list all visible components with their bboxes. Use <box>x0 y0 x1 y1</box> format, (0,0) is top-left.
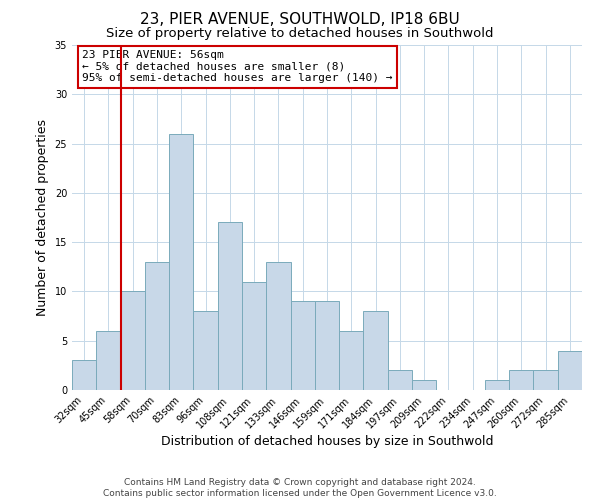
Bar <box>388 370 412 390</box>
Bar <box>145 262 169 390</box>
Text: Size of property relative to detached houses in Southwold: Size of property relative to detached ho… <box>106 28 494 40</box>
X-axis label: Distribution of detached houses by size in Southwold: Distribution of detached houses by size … <box>161 436 493 448</box>
Bar <box>72 360 96 390</box>
Bar <box>193 311 218 390</box>
Bar <box>509 370 533 390</box>
Text: Contains HM Land Registry data © Crown copyright and database right 2024.
Contai: Contains HM Land Registry data © Crown c… <box>103 478 497 498</box>
Bar <box>121 292 145 390</box>
Bar <box>364 311 388 390</box>
Bar <box>533 370 558 390</box>
Bar <box>315 302 339 390</box>
Bar <box>339 331 364 390</box>
Bar <box>290 302 315 390</box>
Text: 23 PIER AVENUE: 56sqm
← 5% of detached houses are smaller (8)
95% of semi-detach: 23 PIER AVENUE: 56sqm ← 5% of detached h… <box>82 50 392 84</box>
Bar <box>96 331 121 390</box>
Text: 23, PIER AVENUE, SOUTHWOLD, IP18 6BU: 23, PIER AVENUE, SOUTHWOLD, IP18 6BU <box>140 12 460 28</box>
Bar <box>558 350 582 390</box>
Bar <box>242 282 266 390</box>
Bar <box>266 262 290 390</box>
Y-axis label: Number of detached properties: Number of detached properties <box>36 119 49 316</box>
Bar <box>412 380 436 390</box>
Bar <box>218 222 242 390</box>
Bar <box>485 380 509 390</box>
Bar <box>169 134 193 390</box>
